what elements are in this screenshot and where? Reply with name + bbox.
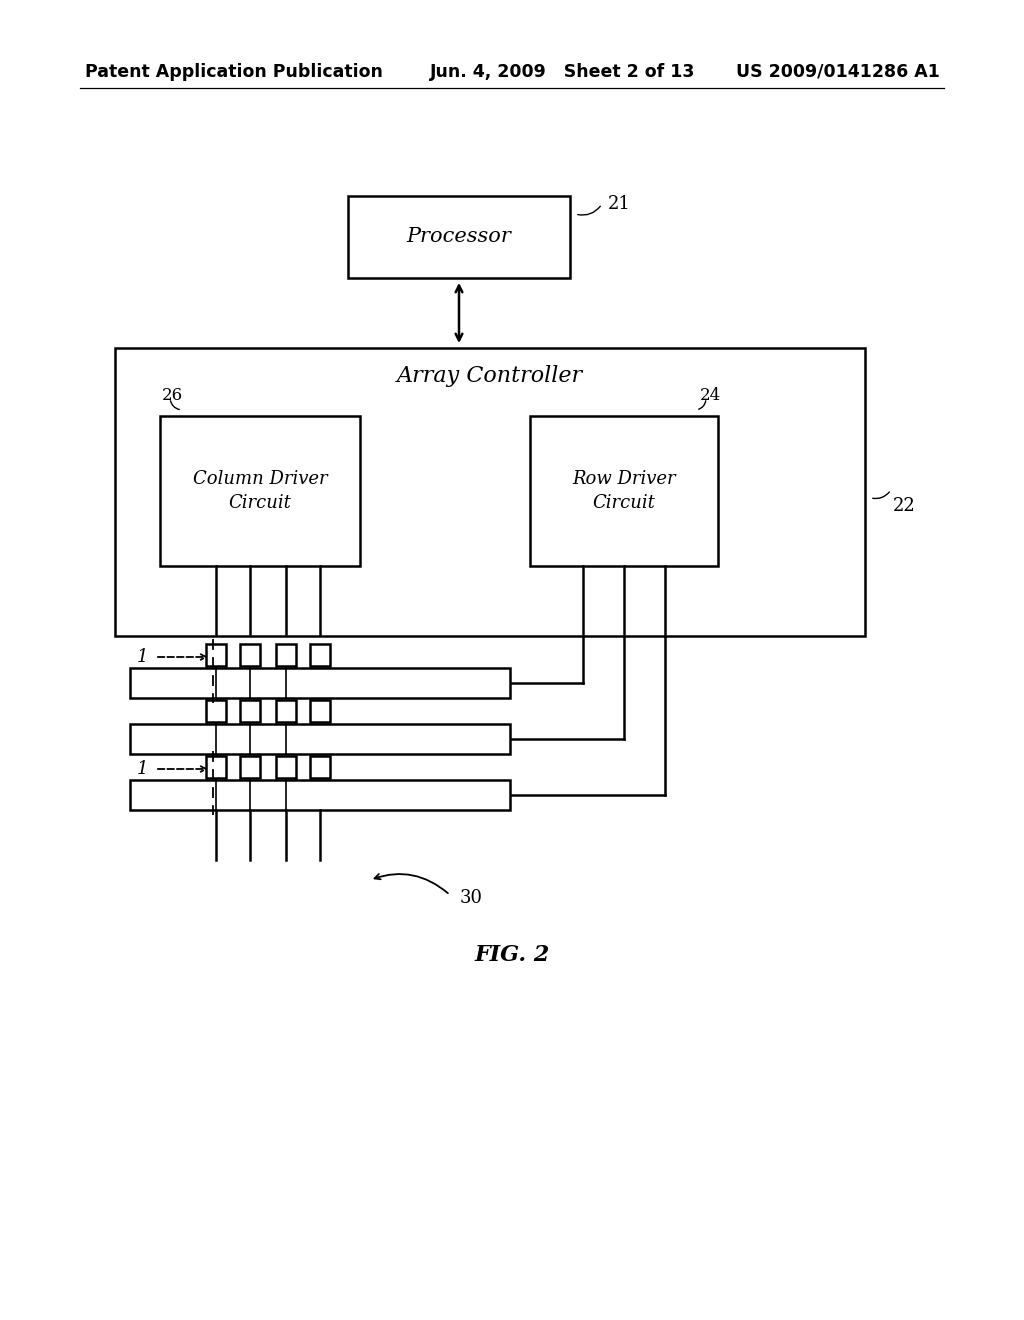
Bar [130, 668, 510, 698]
Bar [310, 700, 330, 722]
Bar [240, 644, 260, 667]
Bar [206, 700, 226, 722]
Text: 21: 21 [608, 195, 631, 213]
Bar [130, 780, 510, 810]
Text: Column Driver
Circuit: Column Driver Circuit [193, 470, 328, 512]
Bar [348, 195, 570, 279]
Text: Array Controller: Array Controller [397, 366, 583, 387]
Bar [276, 700, 296, 722]
Bar [240, 756, 260, 777]
Bar [206, 756, 226, 777]
Text: FIG. 2: FIG. 2 [474, 944, 550, 966]
Text: Row Driver
Circuit: Row Driver Circuit [572, 470, 676, 512]
Text: 30: 30 [460, 888, 483, 907]
Bar [130, 723, 510, 754]
Text: 1: 1 [136, 760, 148, 777]
Bar [276, 644, 296, 667]
Text: 22: 22 [893, 498, 915, 515]
Bar [206, 644, 226, 667]
Text: Jun. 4, 2009   Sheet 2 of 13: Jun. 4, 2009 Sheet 2 of 13 [430, 63, 695, 81]
Bar [240, 700, 260, 722]
Text: US 2009/0141286 A1: US 2009/0141286 A1 [736, 63, 940, 81]
Bar [310, 644, 330, 667]
Text: Patent Application Publication: Patent Application Publication [85, 63, 383, 81]
Bar [530, 416, 718, 566]
Text: 1: 1 [136, 648, 148, 667]
Text: 26: 26 [162, 388, 183, 404]
Text: Processor: Processor [407, 227, 511, 247]
Bar [276, 756, 296, 777]
Bar [115, 348, 865, 636]
Bar [310, 756, 330, 777]
Text: 24: 24 [700, 388, 721, 404]
Bar [160, 416, 360, 566]
